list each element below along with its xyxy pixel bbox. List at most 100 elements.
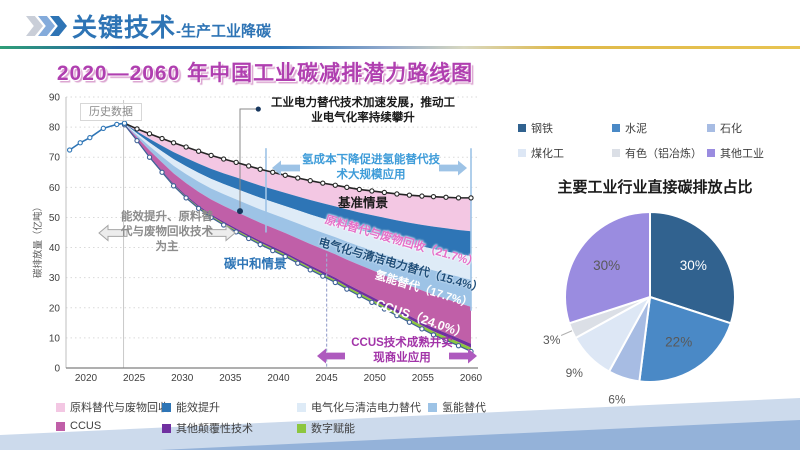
- pie-value-label: 30%: [680, 258, 707, 273]
- x-tick-label: 2020: [75, 373, 98, 384]
- legend-swatch: [612, 149, 620, 157]
- legend-swatch: [518, 124, 526, 132]
- y-tick-label: 30: [49, 273, 61, 284]
- baseline-marker: [468, 195, 474, 201]
- neutral-marker: [282, 253, 288, 260]
- baseline-marker: [220, 156, 227, 162]
- baseline-marker: [170, 140, 177, 146]
- electrification-annotation: 工业电力替代技术加速发展，推动工业电气化率持续攀升: [271, 97, 455, 124]
- legend-label: 氢能替代: [442, 402, 486, 414]
- baseline-marker: [430, 194, 437, 200]
- neutral-marker: [394, 312, 400, 319]
- neutral-marker: [356, 293, 362, 299]
- pie-legend-item-石化: 石化: [707, 120, 742, 136]
- neutral-marker: [381, 306, 388, 312]
- y-axis-label: 碳排放量（亿吨）: [32, 202, 44, 278]
- neutral-marker: [307, 267, 313, 273]
- x-tick-label: 2055: [412, 373, 435, 384]
- y-tick-label: 0: [54, 363, 60, 374]
- bottom-decoration: [0, 398, 800, 450]
- baseline-marker: [257, 166, 263, 172]
- legend-label: 钢铁: [531, 123, 553, 135]
- baseline-marker: [419, 193, 425, 199]
- legend-item-氢能替代: 氢能替代: [428, 399, 486, 415]
- neutral-marker: [195, 205, 202, 212]
- legend-item-原料替代与废物回收: 原料替代与废物回收: [56, 399, 169, 415]
- neutral-marker: [332, 279, 338, 286]
- historical-marker: [121, 120, 128, 126]
- baseline-marker: [195, 148, 202, 154]
- legend-label: 电气化与清洁电力替代: [311, 402, 421, 414]
- baseline-marker: [356, 186, 362, 193]
- legend-swatch: [428, 402, 437, 412]
- legend-item-能效提升: 能效提升: [162, 399, 220, 415]
- neutral-marker: [344, 286, 350, 292]
- band-氢能替代: [124, 123, 471, 307]
- neutral-marker: [270, 247, 276, 254]
- neutral-marker: [159, 169, 165, 175]
- x-tick-label: 2035: [219, 373, 242, 384]
- pie-value-label: 22%: [665, 335, 692, 350]
- neutral-marker: [320, 273, 326, 279]
- arrow-left-icon: [272, 160, 300, 176]
- pie-value-label: 9%: [566, 366, 584, 380]
- neutral-marker: [369, 299, 375, 306]
- annotation-pointer-line: [239, 108, 257, 212]
- neutral-marker: [443, 337, 449, 343]
- neutral-marker: [419, 326, 425, 332]
- ccus-annotation: CCUS技术成熟并实现商业应用: [351, 337, 453, 364]
- baseline-marker: [270, 169, 276, 175]
- decoration-dark-band: [160, 420, 800, 450]
- header-divider: [0, 46, 800, 49]
- leader-line: [560, 330, 573, 336]
- legend-swatch: [162, 402, 171, 412]
- baseline-marker: [344, 184, 350, 190]
- x-tick-label: 2045: [316, 373, 339, 384]
- chevrons-icon: [26, 13, 67, 39]
- baseline-marker: [208, 152, 214, 159]
- historical-marker: [100, 125, 106, 131]
- pie-value-label: 30%: [593, 258, 620, 273]
- historical-data-label: 历史数据: [80, 103, 142, 122]
- baseline-marker: [233, 159, 239, 165]
- y-tick-label: 10: [49, 333, 61, 344]
- y-tick-label: 50: [49, 213, 61, 224]
- y-tick-label: 80: [49, 123, 61, 134]
- band-CCUS: [124, 124, 471, 344]
- legend-label: CCUS: [70, 420, 102, 432]
- historical-marker: [77, 140, 83, 146]
- baseline-marker: [183, 144, 189, 150]
- arrow-right-icon: [449, 348, 477, 364]
- legend-item-数字赋能: 数字赋能: [297, 420, 355, 436]
- baseline-marker: [332, 182, 338, 188]
- chevron-icon: [50, 16, 67, 36]
- neutral-marker: [208, 214, 214, 221]
- page-subtitle: -生产工业降碳: [176, 23, 272, 40]
- legend-swatch: [707, 124, 715, 132]
- page-title: 关键技术: [72, 14, 177, 42]
- hydrogen-annotation: 氢成本下降促进氢能替代技术大规模应用: [302, 154, 440, 181]
- legend-swatch: [56, 421, 65, 431]
- band-原料替代与废物回收: [124, 123, 471, 232]
- neutral-marker: [246, 235, 252, 242]
- y-tick-label: 40: [49, 243, 61, 254]
- legend-label: 其他颠覆性技术: [176, 423, 253, 435]
- y-tick-label: 70: [49, 153, 61, 164]
- neutral-marker: [146, 154, 153, 160]
- legend-item-CCUS: CCUS: [56, 420, 101, 432]
- baseline-marker: [134, 126, 140, 132]
- y-tick-label: 20: [49, 303, 61, 314]
- legend-label: 水泥: [625, 123, 647, 135]
- arrow-left-icon: [98, 224, 128, 242]
- pointer-dot: [255, 106, 261, 112]
- y-tick-label: 60: [49, 183, 61, 194]
- legend-label: 其他工业: [720, 148, 764, 160]
- baseline-marker: [455, 195, 462, 201]
- baseline-marker: [295, 175, 301, 181]
- legend-label: 有色（铝冶炼）: [625, 148, 702, 160]
- pie-legend-item-有色（铝冶炼）: 有色（铝冶炼）: [612, 145, 702, 161]
- baseline-marker: [394, 191, 400, 197]
- historical-marker: [114, 121, 120, 128]
- arrow-right-icon: [206, 224, 236, 242]
- legend-swatch: [56, 402, 65, 412]
